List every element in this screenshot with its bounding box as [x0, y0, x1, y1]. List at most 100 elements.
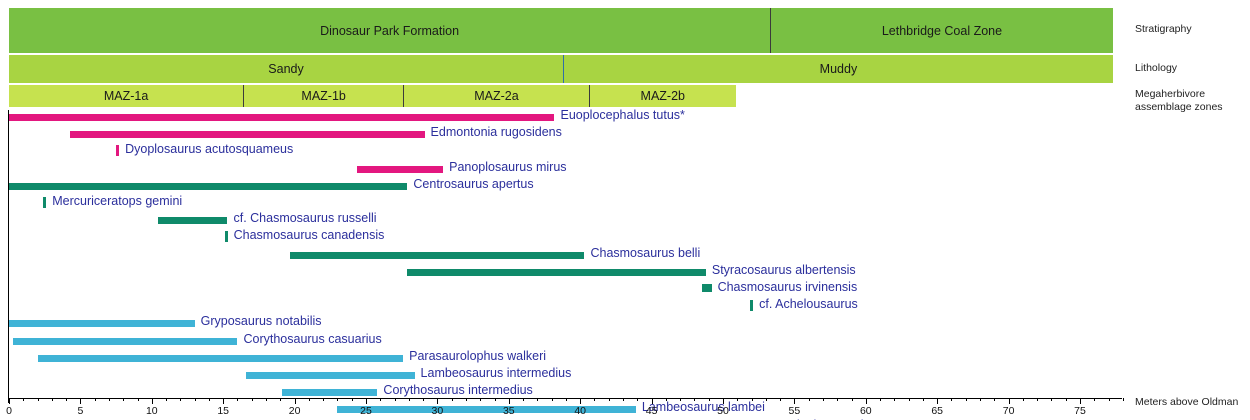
taxon-row: Edmontonia rugosidens — [0, 125, 1250, 144]
taxon-name-label: Panoplosaurus mirus — [449, 159, 567, 174]
axis-tick-minor — [465, 398, 467, 401]
axis-tick-minor — [637, 398, 639, 401]
axis-tick-minor — [822, 398, 824, 401]
axis-tick-minor — [1051, 398, 1053, 401]
taxon-name-label: Centrosaurus apertus — [413, 176, 534, 191]
axis-tick-major — [865, 398, 867, 404]
axis-tick-minor — [537, 398, 539, 401]
axis-tick-major — [80, 398, 82, 404]
axis-tick-minor — [94, 398, 96, 401]
taxon-row: Chasmosaurus irvinensis — [0, 280, 1250, 299]
taxon-name-label: Corythosaurus casuarius — [243, 331, 382, 346]
maz-cell-1: MAZ-1b — [243, 85, 404, 107]
axis-tick-minor — [480, 398, 482, 401]
taxon-range-bar[interactable] — [116, 145, 120, 157]
axis-tick-minor — [451, 398, 453, 401]
stratigraphy-cell-label-0: Dinosaur Park Formation — [320, 23, 460, 38]
axis-tick-minor — [665, 398, 667, 401]
axis-tick-minor — [180, 398, 182, 401]
axis-tick-minor — [308, 398, 310, 401]
axis-tick-label: 55 — [788, 405, 801, 417]
stratigraphy-cell-label-1: Lethbridge Coal Zone — [881, 23, 1003, 38]
taxon-range-bar[interactable] — [70, 131, 425, 139]
taxon-row: Corythosaurus intermedius — [0, 383, 1250, 402]
taxon-range-bar[interactable] — [157, 217, 228, 225]
taxon-row: Parasaurolophus walkeri — [0, 349, 1250, 368]
stratigraphy-cell-0: Dinosaur Park Formation — [9, 8, 771, 53]
axis-tick-minor — [694, 398, 696, 401]
taxon-name-label: Dyoplosaurus acutosquameus — [125, 142, 294, 157]
axis-tick-minor — [994, 398, 996, 401]
taxon-range-bar[interactable] — [9, 114, 555, 121]
axis-tick-label: 30 — [431, 405, 444, 417]
axis-tick-minor — [351, 398, 353, 401]
taxon-name-label: Gryposaurus notabilis — [200, 314, 322, 329]
x-axis: 0 5 10 15 20 25 30 35 40 45 50 55 60 65 70 75 — [0, 398, 1250, 420]
axis-tick-label: 70 — [1002, 405, 1015, 417]
axis-tick-minor — [965, 398, 967, 401]
axis-tick-minor — [623, 398, 625, 401]
taxon-row: Lambeosaurus lambei — [0, 400, 1250, 419]
taxon-range-bar[interactable] — [37, 354, 404, 362]
taxon-range-bar[interactable] — [290, 251, 585, 259]
axis-tick-minor — [808, 398, 810, 401]
axis-tick-minor — [337, 398, 339, 401]
axis-tick-minor — [980, 398, 982, 401]
taxon-range-bar[interactable] — [13, 337, 238, 345]
taxon-range-bar[interactable] — [9, 320, 195, 328]
axis-tick-minor — [323, 398, 325, 401]
axis-tick-label: 0 — [6, 405, 12, 417]
x-axis-line — [8, 398, 1122, 399]
taxon-name-label: Lambeosaurus lambei — [641, 400, 765, 415]
axis-title: Meters above Oldman — [1135, 396, 1239, 408]
axis-tick-major — [294, 398, 296, 404]
taxon-range-bar[interactable] — [701, 284, 712, 292]
axis-tick-minor — [494, 398, 496, 401]
taxon-row: Corythosaurus casuarius — [0, 331, 1250, 351]
axis-tick-minor — [523, 398, 525, 401]
maz-cell-label-1: MAZ-1b — [301, 89, 346, 103]
axis-tick-minor — [608, 398, 610, 401]
axis-tick-major — [437, 398, 439, 404]
axis-tick-minor — [751, 398, 753, 401]
taxon-name-label: Chasmosaurus irvinensis — [717, 280, 858, 294]
axis-tick-minor — [37, 398, 39, 401]
axis-tick-minor — [765, 398, 767, 401]
axis-tick-label: 75 — [1074, 405, 1086, 417]
taxon-name-label: Corythosaurus intermedius — [383, 383, 533, 398]
axis-tick-label: 15 — [217, 405, 230, 417]
taxon-range-bar[interactable] — [246, 372, 415, 379]
axis-tick-minor — [1122, 398, 1124, 401]
maz-cell-label-2: MAZ-2a — [474, 89, 519, 103]
axis-tick-label: 40 — [574, 405, 587, 417]
taxon-name-label: Euoplocephalus tutus* — [560, 108, 685, 122]
maz-band: MAZ-1a MAZ-1b MAZ-2a MAZ-2b — [9, 85, 736, 107]
axis-tick-minor — [1108, 398, 1110, 401]
lithology-cell-label-1: Muddy — [819, 62, 858, 76]
taxon-row: Dyoplosaurus acutosquameus — [0, 142, 1250, 161]
axis-tick-major — [794, 398, 796, 404]
axis-tick-label: 20 — [288, 405, 301, 417]
stratigraphy-band: Dinosaur Park Formation Lethbridge Coal Z… — [9, 8, 1113, 53]
axis-tick-label: 5 — [77, 405, 84, 417]
row-label-lithology: Lithology — [1135, 62, 1178, 74]
taxon-range-bar[interactable] — [407, 268, 706, 276]
axis-tick-minor — [408, 398, 410, 401]
plot-left-axis-line — [8, 110, 9, 403]
taxon-name-label: Chasmosaurus canadensis — [233, 228, 385, 243]
maz-cell-2: MAZ-2a — [403, 85, 589, 107]
taxon-range-bar[interactable] — [9, 182, 408, 190]
taxon-range-bar[interactable] — [224, 231, 228, 243]
taxon-row: Lambeosaurus intermedius — [0, 366, 1250, 385]
taxon-range-bar[interactable] — [750, 300, 754, 312]
axis-tick-minor — [237, 398, 239, 401]
taxon-range-bar[interactable] — [281, 389, 378, 397]
axis-tick-label: 45 — [645, 405, 658, 417]
taxon-range-bar[interactable] — [337, 406, 636, 414]
axis-tick-minor — [1094, 398, 1096, 401]
taxon-range-bar[interactable] — [357, 165, 444, 173]
axis-tick-minor — [708, 398, 710, 401]
taxon-name-label: Styracosaurus albertensis — [711, 262, 856, 277]
maz-cell-0: MAZ-1a — [9, 85, 244, 107]
taxon-range-bar[interactable] — [43, 197, 47, 208]
